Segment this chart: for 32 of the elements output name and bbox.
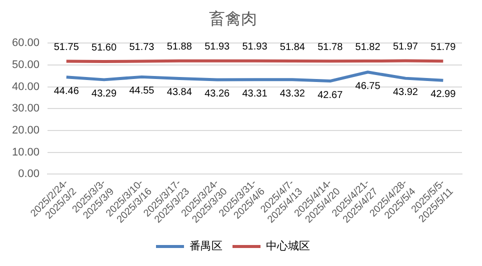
data-label: 43.32 xyxy=(280,88,306,100)
data-label: 42.99 xyxy=(430,89,456,100)
y-tick-label: 30.00 xyxy=(12,102,40,115)
y-tick-label: 60.00 xyxy=(12,37,40,50)
data-label: 51.93 xyxy=(204,42,230,53)
data-label: 51.60 xyxy=(92,42,117,54)
y-tick-label: 0.00 xyxy=(18,168,40,180)
data-label: 51.75 xyxy=(54,42,80,53)
data-label: 46.75 xyxy=(355,80,381,92)
y-tick-label: 10.00 xyxy=(12,146,40,158)
data-label: 51.88 xyxy=(166,42,192,53)
y-tick-label: 50.00 xyxy=(12,59,40,72)
y-tick-label: 40.00 xyxy=(12,80,40,93)
data-label: 43.92 xyxy=(392,87,418,98)
y-tick-label: 20.00 xyxy=(12,124,40,137)
data-label: 44.55 xyxy=(129,86,155,97)
chart-title: 畜禽肉 xyxy=(209,10,257,28)
legend-label: 中心城区 xyxy=(266,240,310,253)
legend-label: 番禺区 xyxy=(190,240,222,253)
data-label: 44.46 xyxy=(54,86,80,97)
data-label: 42.67 xyxy=(318,90,344,101)
data-label: 43.31 xyxy=(242,88,268,100)
data-label: 43.84 xyxy=(166,87,192,98)
data-label: 51.84 xyxy=(280,42,306,53)
data-label: 51.79 xyxy=(430,42,456,53)
data-label: 51.78 xyxy=(318,42,344,53)
data-label: 51.82 xyxy=(355,42,381,53)
data-label: 43.26 xyxy=(204,88,230,100)
data-label: 51.73 xyxy=(129,42,155,54)
data-label: 51.97 xyxy=(392,41,418,52)
data-label: 43.29 xyxy=(92,88,117,100)
data-label: 51.93 xyxy=(242,42,268,53)
